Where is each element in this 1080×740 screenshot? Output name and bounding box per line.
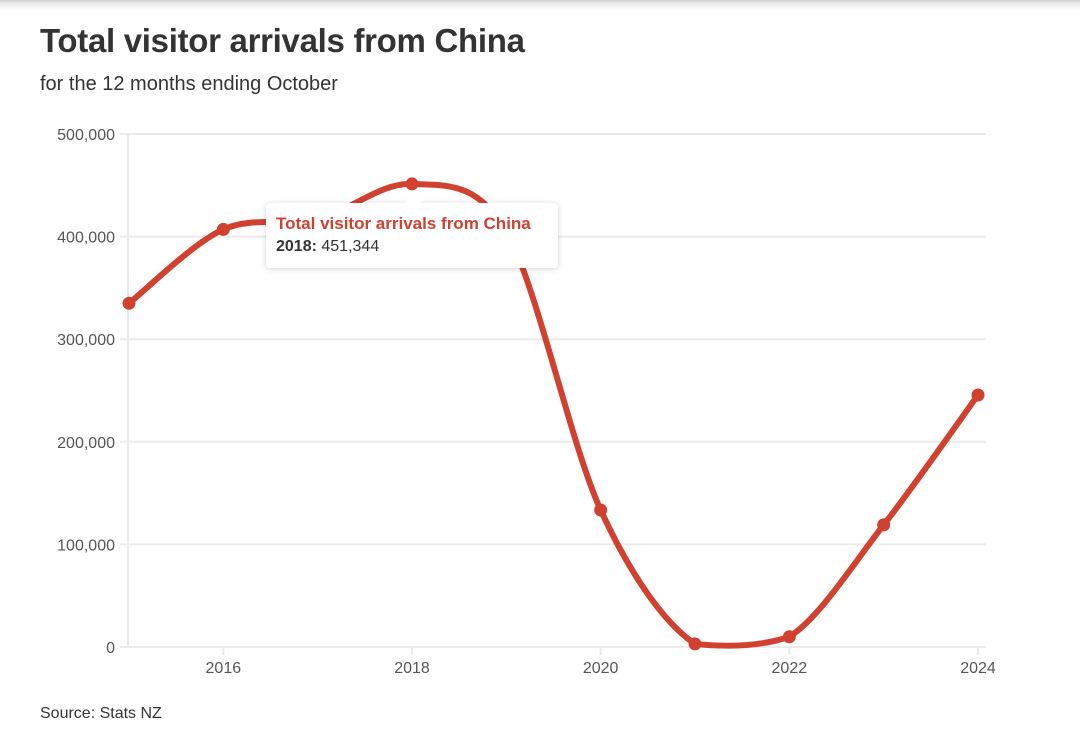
source-note: Source: Stats NZ (40, 705, 162, 722)
line-chart: 0 100,000 200,000 300,000 400,000 500,000 201… (57, 127, 996, 677)
data-point[interactable] (594, 503, 608, 517)
y-tick-label: 300,000 (57, 332, 115, 349)
x-tick-label: 2016 (206, 660, 242, 677)
tooltip-value-line: 2018: 451,344 (276, 238, 548, 256)
x-tick-label: 2022 (772, 660, 808, 677)
data-point[interactable] (688, 637, 702, 651)
data-point[interactable] (782, 630, 796, 644)
data-point[interactable] (122, 296, 136, 310)
chart-subtitle: for the 12 months ending October (40, 73, 338, 95)
x-axis: 2016 2018 2020 2022 2024 (206, 647, 996, 677)
y-tick-label: 500,000 (57, 127, 115, 144)
y-tick-label: 200,000 (57, 435, 115, 452)
x-tick-label: 2020 (583, 660, 619, 677)
x-tick-label: 2018 (394, 660, 430, 677)
x-tick-label: 2024 (960, 660, 996, 677)
data-point[interactable] (216, 222, 230, 236)
tooltip-year: 2018: (276, 238, 317, 255)
tooltip-series-name: Total visitor arrivals from China (276, 214, 531, 233)
y-tick-label: 0 (106, 640, 115, 657)
y-axis: 0 100,000 200,000 300,000 400,000 500,000 (57, 127, 115, 657)
chart-title: Total visitor arrivals from China (40, 22, 525, 59)
gridlines (120, 133, 986, 648)
data-point[interactable] (405, 177, 419, 191)
data-point[interactable] (971, 388, 985, 402)
y-tick-label: 100,000 (57, 537, 115, 554)
tooltip-value: 451,344 (321, 238, 380, 255)
data-point[interactable] (877, 518, 891, 532)
y-tick-label: 400,000 (57, 230, 115, 247)
top-shadow (0, 0, 1080, 10)
tooltip: Total visitor arrivals from China 2018: … (266, 195, 558, 268)
